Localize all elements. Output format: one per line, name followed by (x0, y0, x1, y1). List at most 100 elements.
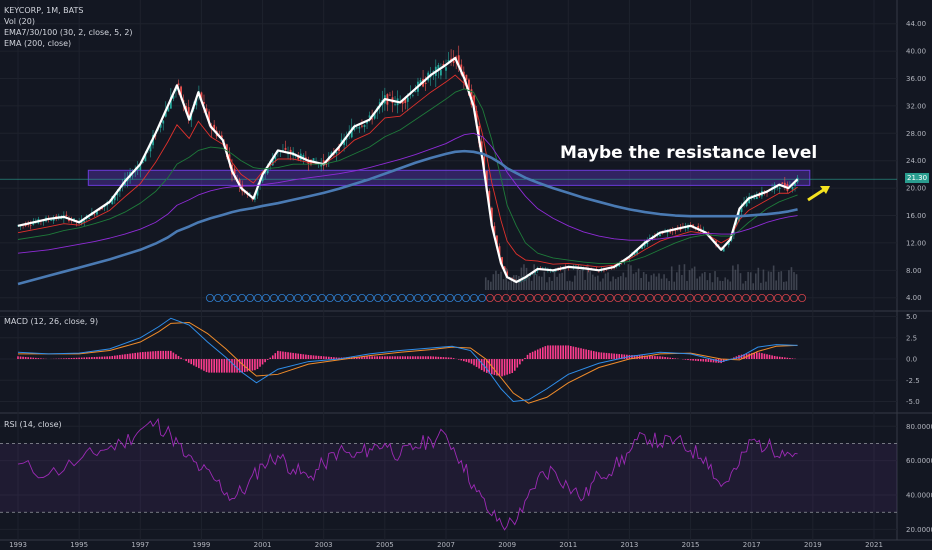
candle-body (284, 147, 287, 150)
candle-body (345, 138, 348, 140)
macd-histogram-bar (274, 353, 277, 360)
macd-histogram-bar (384, 356, 386, 360)
volume-bar (701, 273, 704, 290)
macd-histogram-bar (142, 352, 144, 360)
macd-histogram-bar (493, 359, 496, 375)
event-marker (205, 293, 214, 302)
volume-bar (543, 271, 546, 290)
volume-bar (686, 280, 688, 290)
macd-histogram-bar (366, 356, 368, 360)
volume-bar (704, 272, 706, 290)
macd-histogram-bar (157, 350, 159, 360)
macd-histogram-bar (363, 356, 366, 360)
macd-histogram-bar (322, 356, 325, 360)
ema-slow-line (17, 132, 798, 254)
candle-body (783, 182, 786, 188)
volume-bar (650, 275, 653, 290)
macd-histogram-bar (646, 355, 649, 360)
macd-histogram-bar (659, 356, 661, 360)
macd-histogram-bar (24, 356, 27, 360)
candle-body (287, 153, 289, 155)
event-marker (630, 293, 639, 302)
candle-body (406, 97, 409, 102)
macd-histogram-bar (121, 354, 124, 360)
candle-body (371, 118, 374, 120)
volume-bar (632, 273, 635, 290)
candle-body (159, 124, 162, 128)
ema200-line (17, 149, 798, 286)
event-marker (702, 293, 711, 302)
macd-histogram-bar (784, 357, 786, 360)
macd-histogram-bar (498, 359, 501, 377)
macd-histogram-bar (412, 356, 414, 360)
event-marker (357, 293, 366, 302)
macd-histogram-bar (654, 356, 656, 360)
volume-bar (744, 280, 747, 290)
macd-histogram-bar (108, 356, 111, 360)
macd-histogram-bar (315, 355, 317, 360)
volume-bar (512, 275, 515, 290)
macd-histogram-bar (457, 359, 460, 360)
y-tick-label: 8.00 (906, 267, 922, 275)
macd-histogram-bar (289, 352, 292, 360)
volume-bar (604, 273, 607, 290)
legend-ema200: EMA (200, close) (4, 39, 72, 48)
macd-histogram-bar (394, 356, 396, 360)
volume-bar (747, 271, 749, 290)
event-marker (710, 293, 719, 302)
event-marker (606, 293, 615, 302)
candle-body (501, 257, 503, 267)
macd-histogram-bar (187, 359, 190, 363)
event-marker (550, 293, 559, 302)
event-marker (670, 293, 679, 302)
macd-legend: MACD (12, 26, close, 9) (4, 317, 99, 326)
event-marker (509, 293, 518, 302)
volume-bar (696, 278, 698, 290)
event-marker (638, 293, 647, 302)
event-marker (686, 293, 695, 302)
macd-histogram-bar (692, 359, 694, 361)
volume-bar (681, 275, 683, 290)
event-marker (518, 293, 527, 302)
macd-histogram-bar (699, 359, 702, 362)
candle-body (131, 175, 134, 177)
main-legend: KEYCORP, 1M, BATS Vol (20) EMA7/30/100 (… (4, 5, 133, 49)
candle-body (674, 229, 677, 231)
x-tick-label: 1995 (70, 541, 88, 549)
macd-histogram-bar (65, 358, 68, 360)
event-marker (269, 293, 278, 302)
macd-histogram-bar (577, 347, 580, 360)
candle-body (83, 220, 86, 223)
volume-bar (540, 276, 543, 290)
macd-histogram-bar (37, 358, 40, 360)
volume-bar (609, 281, 612, 290)
volume-bar (719, 280, 721, 290)
candle-body (794, 183, 796, 186)
macd-histogram-bar (152, 351, 154, 360)
volume-bar (721, 281, 724, 290)
candle-body (740, 207, 743, 213)
volume-bar (569, 280, 571, 290)
macd-histogram-bar (223, 359, 226, 373)
volume-bar (551, 280, 553, 290)
macd-histogram-bar (124, 354, 126, 360)
candle-body (475, 110, 478, 124)
macd-histogram-bar (75, 357, 78, 360)
macd-histogram-bar (139, 352, 142, 360)
volume-bar (637, 268, 640, 290)
signal-line (18, 321, 798, 404)
macd-histogram-bar (180, 357, 182, 360)
candle-body (154, 135, 157, 137)
volume-bar (670, 266, 673, 290)
macd-histogram-bar (307, 354, 310, 360)
event-marker (742, 293, 751, 302)
macd-histogram-bar (198, 359, 200, 369)
macd-histogram-bar (266, 359, 269, 360)
macd-histogram-bar (488, 359, 491, 374)
macd-histogram-bar (419, 356, 422, 360)
macd-histogram-bar (399, 356, 401, 360)
macd-histogram-bar (254, 359, 256, 371)
y-tick-label: 2.5 (906, 334, 917, 342)
volume-bar (658, 273, 660, 290)
